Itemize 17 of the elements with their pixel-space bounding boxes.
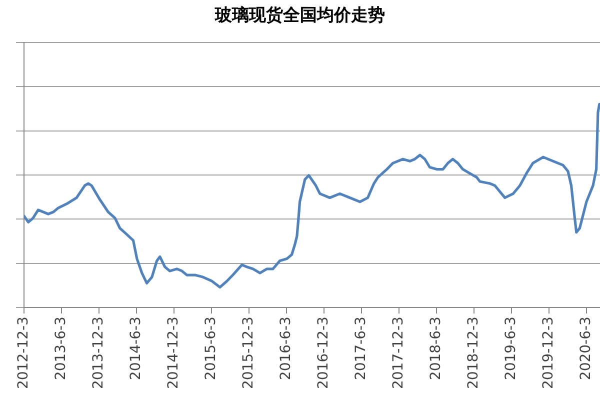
x-tick-label: 2017-6-3 bbox=[353, 316, 370, 380]
x-tick-label: 2017-12-3 bbox=[390, 316, 407, 390]
x-tick-label: 2020-6-3 bbox=[578, 316, 594, 380]
x-tick-label: 2015-12-3 bbox=[240, 316, 256, 390]
x-tick-label: 2016-6-3 bbox=[278, 316, 294, 380]
x-tick-label: 2012-12-3 bbox=[16, 316, 32, 390]
x-tick-label: 2014-6-3 bbox=[128, 316, 144, 380]
x-tick-label: 2019-12-3 bbox=[540, 316, 557, 390]
x-tick-label: 2013-12-3 bbox=[90, 316, 107, 390]
x-tick-label: 2014-12-3 bbox=[166, 316, 182, 390]
x-tick-label: 2018-12-3 bbox=[466, 316, 482, 390]
chart-title: 玻璃现货全国均价走势 bbox=[214, 6, 385, 25]
x-tick-label: 2015-6-3 bbox=[202, 316, 219, 380]
x-tick-label: 2018-6-3 bbox=[428, 316, 444, 380]
x-tick-label: 2013-6-3 bbox=[53, 316, 70, 380]
x-tick-label: 2019-6-3 bbox=[502, 316, 519, 380]
x-tick-label: 2016-12-3 bbox=[316, 316, 332, 390]
